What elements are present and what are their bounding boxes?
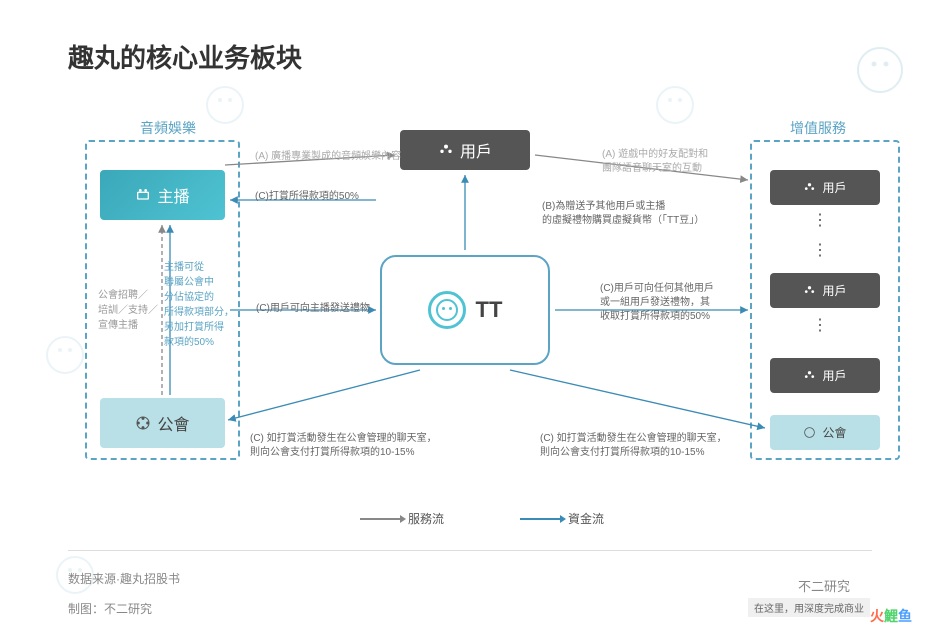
footer-tagline: 在这里，用深度完成商业 xyxy=(748,598,870,617)
users-icon xyxy=(438,142,454,158)
dots: ⋮ xyxy=(812,240,832,260)
dots: ⋮ xyxy=(812,210,832,230)
watermark xyxy=(650,80,700,135)
page-title: 趣丸的核心业务板块 xyxy=(68,38,302,75)
edge-label: (A) 遊戲中的好友配對和 團隊語音聊天室的互動 xyxy=(602,148,708,176)
edge-label: (A) 廣播專業製成的音頻娛樂內容 xyxy=(255,150,401,164)
edge-label: (C) 如打賞活動發生在公會管理的聊天室， 則向公會支付打賞所得款項的10-15… xyxy=(540,432,727,460)
section-label-right: 增值服務 xyxy=(790,118,846,138)
note-anchor-share: 主播可從 聯屬公會中 分佔協定的 所得款項部分， 另加打賞所得 款項的50% xyxy=(164,260,234,350)
node-user-top: 用戶 xyxy=(400,130,530,170)
edge-label: (C)用戶可向主播發送禮物 xyxy=(256,302,370,316)
section-label-left: 音頻娛樂 xyxy=(140,118,196,138)
broadcast-icon xyxy=(135,187,151,203)
node-label: 公會 xyxy=(157,411,189,435)
legend-label: 服務流 xyxy=(408,510,444,527)
tt-logo-icon xyxy=(428,291,466,329)
node-user-r1: 用戶 xyxy=(770,170,880,205)
legend-service: 服務流 xyxy=(360,510,444,527)
footer-divider xyxy=(68,550,872,551)
watermark xyxy=(850,40,910,105)
legend-line-gray xyxy=(360,518,400,520)
watermark xyxy=(200,80,250,135)
watermark xyxy=(40,330,90,385)
dots: ⋮ xyxy=(812,315,832,335)
node-label: 主播 xyxy=(157,183,189,207)
users-icon xyxy=(803,181,816,194)
node-label: 用戶 xyxy=(822,179,846,196)
node-anchor: 主播 xyxy=(100,170,225,220)
network-icon xyxy=(803,426,816,439)
edge-label: (C)用戶可向任何其他用戶 或一組用戶發送禮物，其 收取打賞所得款項的50% xyxy=(600,282,714,324)
legend-line-blue xyxy=(520,518,560,520)
edge-label: (C)打賞所得款項的50% xyxy=(255,190,359,204)
edge-label: (C) 如打賞活動發生在公會管理的聊天室， 則向公會支付打賞所得款項的10-15… xyxy=(250,432,437,460)
users-icon xyxy=(803,369,816,382)
footer-brand: 不二研究 xyxy=(798,576,850,595)
note-guild-support: 公會招聘／ 培訓／支持／ 宣傳主播 xyxy=(98,288,158,333)
network-icon xyxy=(135,415,151,431)
node-user-r3: 用戶 xyxy=(770,358,880,393)
edge-label: (B)為贈送予其他用戶或主播 的虛擬禮物購買虛擬貨幣（「TT豆」） xyxy=(542,200,704,228)
node-label: TT xyxy=(476,297,503,323)
footer-source: 数据来源·趣丸招股书 xyxy=(68,570,180,587)
footer-credit: 制图：不二研究 xyxy=(68,600,152,617)
users-icon xyxy=(803,284,816,297)
corner-logo: 火鯉鱼 xyxy=(870,606,912,626)
legend-fund: 資金流 xyxy=(520,510,604,527)
node-guild-left: 公會 xyxy=(100,398,225,448)
node-label: 公會 xyxy=(822,424,846,441)
node-label: 用戶 xyxy=(822,367,846,384)
node-user-r2: 用戶 xyxy=(770,273,880,308)
node-label: 用戶 xyxy=(822,282,846,299)
node-tt-center: TT xyxy=(380,255,550,365)
node-label: 用戶 xyxy=(460,138,492,162)
legend-label: 資金流 xyxy=(568,510,604,527)
node-guild-right: 公會 xyxy=(770,415,880,450)
